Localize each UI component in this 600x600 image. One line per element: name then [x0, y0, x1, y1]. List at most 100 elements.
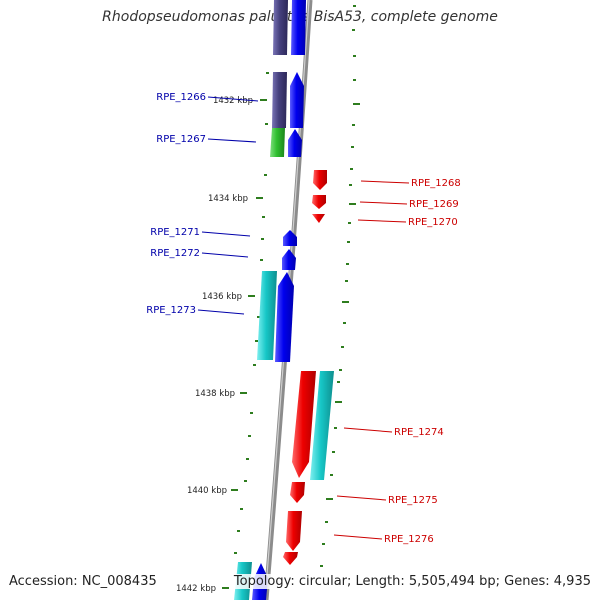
tick: [264, 174, 267, 176]
tick: [347, 241, 350, 243]
tick: [234, 552, 237, 554]
leader-line: [343, 427, 393, 433]
leader-line: [336, 495, 387, 501]
gene-label-rpe-1266[interactable]: RPE_1266: [156, 92, 206, 103]
scale-label-1442: 1442 kbp: [176, 584, 216, 594]
major-tick: [335, 401, 342, 403]
reverse-gene-arrow[interactable]: [286, 511, 302, 551]
cds-green-feature[interactable]: [270, 128, 285, 157]
tick: [320, 565, 323, 567]
tick: [353, 5, 356, 7]
genome-summary: Topology: circular; Length: 5,505,494 bp…: [233, 574, 591, 589]
major-tick: [353, 103, 360, 105]
reverse-label-leaders: [333, 180, 410, 540]
tick: [261, 238, 264, 240]
cds-cyan-feature[interactable]: [310, 371, 334, 480]
gene-label-rpe-1269[interactable]: RPE_1269: [409, 199, 459, 210]
gene-label-rpe-1275[interactable]: RPE_1275: [388, 495, 438, 506]
forward-genes: [252, 0, 306, 600]
forward-label-leaders: [197, 96, 259, 315]
leader-line: [201, 252, 249, 258]
major-tick: [240, 392, 247, 394]
gene-label-rpe-1276[interactable]: RPE_1276: [384, 534, 434, 545]
reverse-genes: [283, 170, 327, 565]
tick: [341, 346, 344, 348]
tick: [257, 316, 260, 318]
reverse-gene-arrow[interactable]: [312, 195, 326, 209]
reverse-gene-arrow[interactable]: [312, 214, 325, 223]
major-tick: [231, 489, 238, 491]
tick: [343, 322, 346, 324]
gene-label-rpe-1268[interactable]: RPE_1268: [411, 178, 461, 189]
gene-label-rpe-1270[interactable]: RPE_1270: [408, 217, 458, 228]
tick: [352, 29, 355, 31]
leader-line: [357, 219, 407, 223]
scale-label-1438: 1438 kbp: [195, 389, 235, 399]
major-tick: [260, 99, 267, 101]
gene-label-rpe-1274[interactable]: RPE_1274: [394, 427, 444, 438]
reverse-gene-arrow[interactable]: [290, 482, 305, 503]
tick: [332, 451, 335, 453]
tick: [330, 474, 333, 476]
reverse-labels: RPE_1268 RPE_1269 RPE_1270 RPE_1274 RPE_…: [384, 178, 461, 545]
tick: [322, 543, 325, 545]
major-tick: [326, 498, 333, 500]
leader-line: [360, 180, 410, 184]
forward-gene-arrow[interactable]: [290, 72, 304, 128]
tick: [350, 168, 353, 170]
tick: [353, 79, 356, 81]
tick: [253, 364, 256, 366]
tick: [339, 369, 342, 371]
tick: [262, 216, 265, 218]
cds-cyan-feature[interactable]: [257, 271, 277, 360]
gene-label-rpe-1272[interactable]: RPE_1272: [150, 248, 200, 259]
major-tick: [222, 587, 229, 589]
gene-label-rpe-1267[interactable]: RPE_1267: [156, 134, 206, 145]
cds-slate-feature[interactable]: [273, 0, 288, 55]
forward-gene-arrow[interactable]: [283, 230, 297, 246]
forward-gene-arrow[interactable]: [275, 272, 294, 362]
reverse-gene-arrow[interactable]: [283, 552, 298, 565]
tick: [334, 427, 337, 429]
reverse-gene-arrow[interactable]: [313, 170, 327, 190]
tick: [352, 124, 355, 126]
tick: [351, 146, 354, 148]
tick: [240, 508, 243, 510]
forward-gene-arrow[interactable]: [288, 129, 302, 157]
tick: [353, 55, 356, 57]
accession-label: Accession: NC_008435: [9, 574, 157, 589]
tick: [346, 263, 349, 265]
tick: [337, 381, 340, 383]
tick: [237, 530, 240, 532]
scale-label-1434: 1434 kbp: [208, 194, 248, 204]
gene-label-rpe-1273[interactable]: RPE_1273: [146, 305, 196, 316]
tick: [345, 280, 348, 282]
major-tick: [248, 295, 255, 297]
leader-line: [197, 309, 245, 315]
cds-slate-feature[interactable]: [272, 72, 287, 128]
major-tick: [342, 301, 349, 303]
leader-line: [333, 534, 383, 540]
tick: [248, 435, 251, 437]
major-tick: [349, 203, 356, 205]
scale-label-1436: 1436 kbp: [202, 292, 242, 302]
forward-gene-arrow[interactable]: [282, 249, 296, 270]
leader-line: [201, 231, 251, 237]
tick: [325, 521, 328, 523]
gene-label-rpe-1271[interactable]: RPE_1271: [150, 227, 200, 238]
tick: [266, 72, 269, 74]
tick-marks-left: [222, 72, 269, 589]
tick: [348, 222, 351, 224]
leader-line: [207, 138, 257, 143]
scale-label-1440: 1440 kbp: [187, 486, 227, 496]
tick: [265, 123, 268, 125]
major-tick: [256, 197, 263, 199]
tick: [260, 259, 263, 261]
forward-labels: RPE_1266 RPE_1267 RPE_1271 RPE_1272 RPE_…: [146, 92, 206, 316]
reverse-gene-arrow[interactable]: [292, 371, 316, 478]
tick: [246, 458, 249, 460]
leader-line: [207, 96, 259, 102]
forward-gene-arrow[interactable]: [291, 0, 306, 55]
leader-line: [359, 201, 408, 205]
